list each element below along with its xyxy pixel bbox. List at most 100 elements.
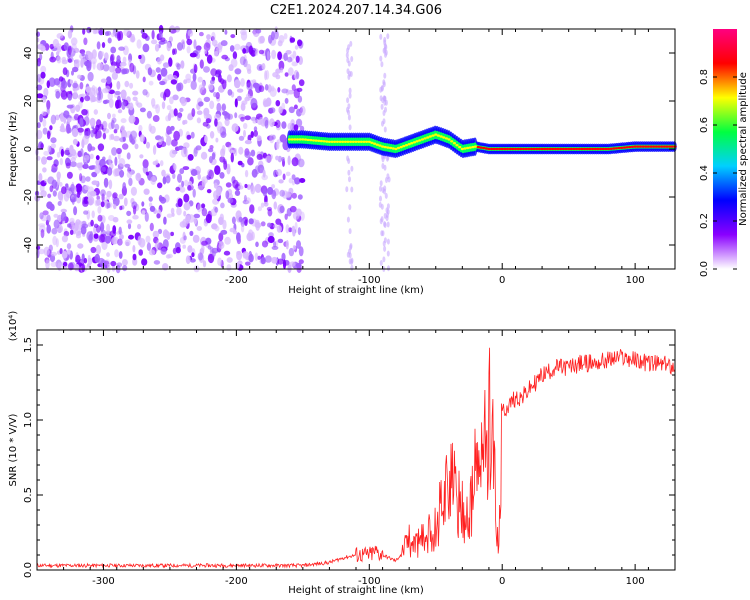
ridge-core: [381, 145, 385, 148]
noise-blob: [36, 61, 41, 67]
noise-blob: [142, 165, 149, 174]
noise-blob: [75, 254, 81, 263]
noise-blob: [49, 125, 53, 131]
ridge-core: [447, 138, 451, 141]
noise-blob: [166, 41, 171, 52]
noise-blob: [42, 127, 48, 135]
ridge-core: [575, 147, 579, 151]
noise-blob: [111, 71, 118, 80]
noise-blob: [176, 207, 182, 216]
noise-blob: [297, 95, 303, 103]
noise-blob: [72, 138, 78, 145]
noise-blob: [82, 28, 86, 35]
noise-blob: [273, 241, 277, 248]
ridge-core: [439, 135, 443, 138]
noise-blob: [46, 224, 51, 234]
noise-blob: [120, 118, 127, 124]
noise-blob: [191, 108, 196, 117]
streak-blob: [379, 180, 383, 187]
noise-blob: [177, 42, 183, 51]
noise-blob: [110, 46, 117, 54]
y-tick-label: -20: [23, 189, 34, 205]
noise-blob: [200, 151, 208, 160]
noise-blob: [93, 86, 98, 97]
noise-blob: [152, 145, 157, 155]
noise-blob: [203, 110, 208, 119]
noise-blob: [297, 194, 303, 200]
noise-blob: [226, 264, 232, 272]
noise-blob: [118, 226, 122, 235]
noise-blob: [111, 237, 117, 245]
noise-blob: [201, 207, 208, 217]
noise-blob: [261, 240, 269, 248]
noise-blob: [106, 167, 113, 176]
noise-blob: [222, 111, 228, 116]
noise-blob: [273, 201, 278, 210]
noise-blob: [236, 88, 244, 93]
noise-blob: [117, 31, 121, 42]
ridge-core: [463, 147, 467, 150]
noise-blob: [97, 206, 102, 214]
noise-blob: [46, 201, 53, 209]
noise-blob: [71, 196, 75, 205]
ridge-core: [580, 147, 584, 151]
noise-blob: [106, 190, 112, 198]
noise-blob: [159, 160, 164, 167]
ridge-core: [505, 147, 510, 151]
noise-blob: [289, 261, 296, 267]
noise-blob: [120, 89, 127, 100]
streak-blob: [384, 106, 387, 113]
streak-blob: [385, 207, 389, 214]
noise-blob: [295, 262, 302, 268]
noise-blob: [192, 73, 197, 82]
noise-blob: [300, 105, 306, 116]
noise-blob: [297, 227, 302, 236]
noise-blob: [257, 206, 262, 212]
noise-blob: [224, 118, 230, 127]
noise-blob: [39, 113, 43, 123]
noise-blob: [298, 259, 304, 265]
streak-blob: [382, 256, 386, 263]
noise-blob: [117, 109, 123, 114]
noise-blob: [183, 210, 187, 217]
noise-blob: [42, 210, 49, 216]
ridge-core: [407, 143, 411, 146]
noise-blob: [287, 67, 294, 76]
noise-blob: [263, 201, 269, 207]
noise-blob: [87, 196, 95, 206]
noise-blob: [187, 29, 194, 37]
streak-blob: [350, 186, 354, 193]
noise-blob: [196, 110, 203, 115]
noise-blob: [215, 69, 222, 75]
ridge-core: [338, 140, 342, 143]
noise-blob: [293, 177, 301, 185]
noise-blob: [247, 157, 254, 166]
noise-blob: [130, 33, 135, 43]
noise-blob: [216, 102, 222, 113]
noise-blob: [227, 89, 233, 96]
noise-blob: [110, 119, 115, 130]
noise-blob: [49, 185, 54, 193]
noise-blob: [123, 45, 129, 56]
x-tick-label: -100: [358, 275, 381, 286]
chart-title: C2E1.2024.207.14.34.G06: [270, 3, 442, 18]
noise-blob: [173, 108, 178, 117]
spectrogram-ylabel: Frequency (Hz): [8, 111, 19, 187]
noise-blob: [276, 225, 282, 233]
streak-blob: [383, 185, 387, 192]
ridge-core: [559, 147, 563, 151]
streak-blob: [347, 114, 351, 121]
noise-blob: [65, 162, 71, 169]
noise-blob: [119, 137, 126, 143]
noise-blob: [66, 243, 72, 250]
noise-blob: [139, 107, 146, 113]
noise-blob: [152, 115, 160, 122]
noise-blob: [264, 119, 269, 129]
noise-blob: [113, 168, 119, 177]
noise-blob: [89, 190, 97, 197]
ridge-core: [301, 138, 305, 141]
streak-blob: [348, 176, 351, 183]
noise-blob: [206, 54, 213, 64]
noise-blob: [77, 127, 84, 133]
noise-blob: [81, 223, 89, 229]
